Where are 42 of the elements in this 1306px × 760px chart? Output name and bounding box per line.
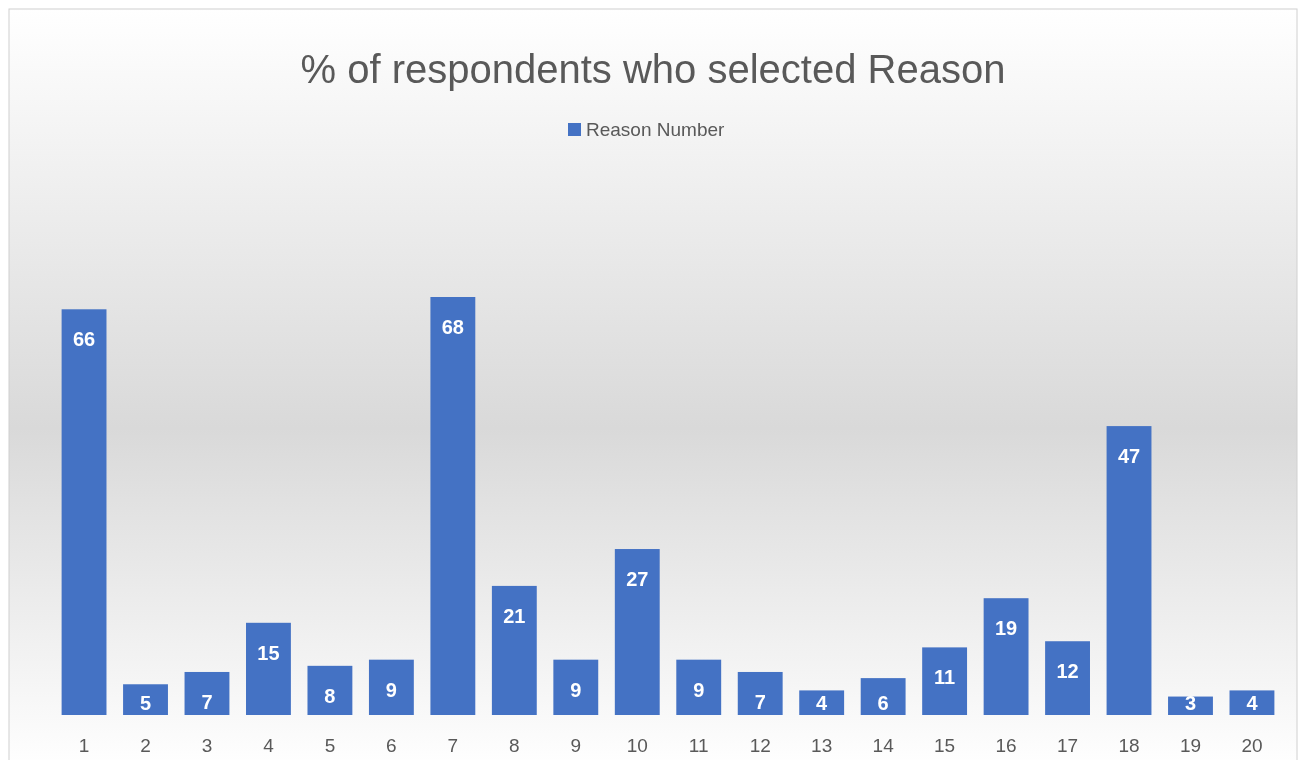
data-label: 66 (72, 328, 96, 351)
x-tick-label: 19 (1179, 735, 1202, 756)
data-label: 7 (201, 690, 213, 713)
x-tick-label: 14 (872, 735, 895, 756)
data-label: 5 (139, 692, 152, 714)
x-tick-label: 12 (749, 735, 771, 756)
legend-label: Reason Number (586, 119, 726, 140)
data-label: 4 (816, 692, 829, 714)
x-tick-label: 2 (140, 735, 151, 756)
x-tick-label: 18 (1118, 735, 1140, 756)
data-label: 7 (754, 690, 766, 713)
data-label: 12 (1056, 660, 1079, 683)
data-label: 19 (994, 617, 1018, 640)
data-label: 68 (441, 316, 464, 338)
data-label: 9 (693, 678, 705, 701)
x-tick-label: 10 (626, 735, 648, 756)
x-tick-label: 17 (1056, 735, 1079, 756)
x-tick-label: 16 (995, 735, 1017, 756)
x-tick-label: 4 (263, 735, 275, 756)
x-tick-label: 20 (1241, 735, 1263, 756)
data-label: 3 (1184, 692, 1197, 714)
x-tick-label: 1 (78, 735, 90, 756)
data-label: 21 (503, 604, 526, 627)
chart-title: % of respondents who selected Reason (300, 47, 1006, 91)
data-label: 47 (1117, 445, 1141, 468)
x-tick-label: 13 (811, 735, 833, 756)
data-label: 6 (877, 692, 889, 714)
data-label: 4 (1246, 692, 1259, 714)
x-tick-label: 3 (201, 735, 213, 756)
x-tick-label: 7 (447, 735, 459, 756)
data-label: 8 (324, 684, 336, 707)
data-label: 11 (934, 666, 956, 689)
data-label: 9 (385, 678, 397, 701)
x-tick-label: 11 (688, 735, 709, 756)
data-label: 15 (257, 641, 280, 664)
x-tick-label: 8 (509, 735, 520, 756)
x-tick-label: 5 (324, 735, 336, 756)
x-tick-label: 9 (570, 735, 582, 756)
x-tick-label: 6 (386, 735, 397, 756)
x-tick-label: 15 (934, 735, 956, 756)
data-label: 9 (570, 678, 582, 701)
data-label: 27 (626, 568, 649, 591)
